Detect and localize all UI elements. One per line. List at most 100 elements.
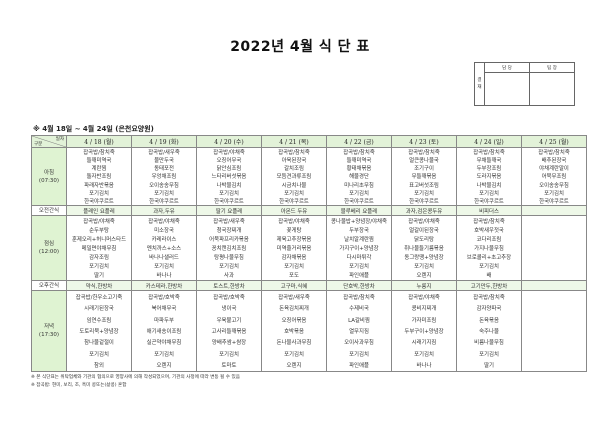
menu-item: 열무지짐 bbox=[349, 328, 369, 335]
menu-item: 두부구이+양념장 bbox=[404, 328, 444, 335]
menu-item: 포기김치 bbox=[89, 351, 109, 358]
menu-cell: 잡곡밥/호박죽 북어채무국 마파두부 애기새송이조림 실곤약야채무침 포기김치 오렌지 bbox=[131, 290, 197, 372]
meal-label: 오전간식 bbox=[31, 205, 67, 216]
meal-row: 아침 (07:30) 잡곡밥/참치죽 들깨미역국 계란찜 돌자반조림 파래자반볶음 포기김치 한… bbox=[31, 147, 587, 206]
menu-item: 콩비지찌개 bbox=[411, 306, 437, 313]
menu-item: 포기김치 bbox=[349, 351, 369, 358]
menu-item: 잡곡밥/야채죽 bbox=[408, 294, 440, 301]
menu-cell: 잡곡밥/야채죽 오징어무국 닭안심조림 느타리버섯볶음 나박물김치 포기김치 한국야쿠르트 bbox=[196, 147, 262, 206]
menu-cell: 잡곡밥/야채죽 얼갈이된장국 닭도리탕 취나물들기름볶음 동그랑땡+양념장 포기김치 오렌지 bbox=[391, 215, 457, 281]
menu-item: 냉이국 bbox=[221, 306, 237, 313]
menu-item: 한국야쿠르트 bbox=[149, 198, 179, 205]
menu-item: 날치알계란찜 bbox=[344, 236, 374, 243]
menu-item: 포기김치 bbox=[219, 351, 239, 358]
menu-list: 잡곡밥/참치죽 아욱된장국 갈치조림 모듬견과류조림 시금치나물 포기김치 한국야쿠르트 bbox=[262, 148, 326, 205]
menu-item: 오렌지 bbox=[156, 363, 172, 370]
menu-item: 미소장국 bbox=[154, 227, 174, 234]
menu-item: 미역줄거리볶음 bbox=[276, 245, 312, 252]
menu-item: 포기김치 bbox=[219, 190, 239, 197]
menu-cell: 플레인 요플레 bbox=[66, 205, 132, 216]
menu-list: 잡곡밥/새우죽 청국장찌개 어묵파프리카볶음 꽁치캔김치조림 탕평나물무침 포기김치 사과 bbox=[197, 216, 261, 280]
menu-item: 바나나 bbox=[416, 363, 432, 370]
menu-item: 포기김치 bbox=[219, 264, 239, 271]
menu-item: 참나물겉절이 bbox=[84, 340, 114, 347]
menu-item: 가지나물무침 bbox=[474, 245, 504, 252]
menu-item: 순두부탕 bbox=[89, 227, 109, 234]
menu-item: 코다리조림 bbox=[476, 236, 502, 243]
menu-item: 마파두부 bbox=[154, 317, 174, 324]
menu-cell: 잡곡밥/참치죽 수제비국 LA갈비찜 열무지짐 오이사과무침 포기김치 파인애플 bbox=[326, 290, 392, 372]
diagonal-line bbox=[32, 136, 66, 147]
menu-item: 포기김치 bbox=[284, 264, 304, 271]
menu-list: 잡곡밥/야채죽 순두부탕 훈제오리+허니머스타드 메밀면야채무침 감자조림 포기김치 딸기 bbox=[67, 216, 131, 280]
menu-item: 청국장찌개 bbox=[216, 227, 242, 234]
menu-item: 우육불고기 bbox=[216, 317, 242, 324]
menu-item: 한국야쿠르트 bbox=[84, 198, 114, 205]
menu-list: 콩나물밥+양념장/야채죽 두부장국 날치알계란찜 가지구이+양념장 다시마튀각 포기김치 파… bbox=[327, 216, 391, 280]
menu-item: 들깨미역국 bbox=[86, 158, 112, 165]
menu-cell: 고기만두,한방차 bbox=[456, 280, 522, 291]
menu-item: 해물경단 bbox=[349, 174, 369, 181]
menu-item: 무들깨볶음 bbox=[411, 174, 437, 181]
menu-item: 한국야쿠르트 bbox=[474, 198, 504, 205]
approval-sign-leader[interactable] bbox=[529, 72, 575, 106]
menu-item: 호박볶음 bbox=[284, 328, 304, 335]
snack-row: 오후간식 약식,한방차 카스테라,한방차 토스트,한방차 고구마,식혜 단호박,한방차 누룽… bbox=[31, 280, 587, 291]
menu-item: 표고버섯조림 bbox=[409, 182, 439, 189]
menu-item: 잡곡밥/야채죽 bbox=[213, 150, 245, 157]
menu-list: 잡곡밥/야채죽 꽃게탕 제육고추장볶음 미역줄거리볶음 감자채볶음 포기김치 포도 bbox=[262, 216, 326, 280]
menu-item: 양배추쌈+쌈장 bbox=[211, 340, 247, 347]
menu-cell: 잡곡밥/참치죽 아욱된장국 갈치조림 모듬견과류조림 시금치나물 포기김치 한국야쿠르트 bbox=[261, 147, 327, 206]
approval-col-manager: 담 당 bbox=[484, 62, 530, 73]
approval-label: 결 재 bbox=[474, 62, 485, 106]
menu-item: 다시마튀각 bbox=[346, 255, 372, 262]
menu-item: 얼갈이된장국 bbox=[409, 227, 439, 234]
menu-cell bbox=[521, 215, 587, 281]
menu-cell: 과자,두유 bbox=[131, 205, 197, 216]
menu-item: 잡곡밥/참치죽 bbox=[473, 294, 505, 301]
meal-name: 저녁 bbox=[43, 324, 55, 330]
menu-item: 나박물김치 bbox=[216, 182, 242, 189]
meal-name: 오후간식 bbox=[38, 282, 60, 289]
menu-item: 돈육볶음 bbox=[479, 317, 499, 324]
menu-item: 시래기지짐 bbox=[411, 340, 437, 347]
menu-item: 파래자반볶음 bbox=[84, 182, 114, 189]
menu-item: 포기김치 bbox=[349, 264, 369, 271]
menu-item: 돌자반조림 bbox=[86, 174, 112, 181]
menu-item: 포기김치 bbox=[284, 190, 304, 197]
menu-item: 어묵파프리카볶음 bbox=[209, 236, 249, 243]
meal-label: 오후간식 bbox=[31, 280, 67, 291]
menu-item: 사과 bbox=[224, 273, 234, 280]
menu-item: 돈나물사과무침 bbox=[276, 340, 312, 347]
menu-list: 잡곡밥/한우소고기죽 시래기된장국 임연수조림 도토리묵+양념장 참나물겉절이 포기김치 참… bbox=[67, 291, 131, 371]
menu-list: 잡곡밥/참치죽 호박새우젓국 코다리조림 가지나물무침 브로콜리+초고추장 포기김치 배 bbox=[457, 216, 521, 280]
menu-item: 감자양파국 bbox=[476, 306, 502, 313]
menu-item: 파인애플 bbox=[349, 273, 369, 280]
menu-item: 멘치까스+소스 bbox=[146, 245, 182, 252]
date-header-3: 4 / 21 (목) bbox=[261, 135, 327, 148]
menu-item: 어묵무조림 bbox=[541, 174, 567, 181]
menu-list: 잡곡밥/야채죽 미소장국 카레라이스 멘치까스+소스 바나나샐러드 포기김치 바나나 bbox=[132, 216, 196, 280]
menu-item: 포기김치 bbox=[349, 190, 369, 197]
approval-col-leader: 팀 장 bbox=[529, 62, 575, 73]
menu-cell: 아몬드 두유 bbox=[261, 205, 327, 216]
menu-item: 딸기 bbox=[94, 273, 104, 280]
menu-item: 한국야쿠르트 bbox=[539, 198, 569, 205]
menu-list: 잡곡밥/참치죽 감자양파국 돈육볶음 숙주나물 비름나물무침 포기김치 딸기 bbox=[457, 291, 521, 371]
menu-cell bbox=[521, 205, 587, 216]
menu-item: 잡곡밥/참치죽 bbox=[343, 294, 375, 301]
meal-row: 저녁 (17:30) 잡곡밥/한우소고기죽 시래기된장국 임연수조림 도토리묵+양념장 참나… bbox=[31, 290, 587, 372]
menu-item: 오렌지 bbox=[416, 273, 432, 280]
footnote-1: ※ 본 식단표는 위탁업체와 기관의 협의으로 영양사에 의해 작성되었으며, … bbox=[31, 375, 240, 380]
menu-item: 계란찜 bbox=[91, 166, 107, 173]
menu-item: 포기김치 bbox=[414, 190, 434, 197]
menu-item: 미나리초무침 bbox=[344, 182, 374, 189]
menu-item: 포기김치 bbox=[544, 190, 564, 197]
meal-time: (12:00) bbox=[38, 249, 60, 255]
menu-item: 잡곡밥/야채죽 bbox=[83, 218, 115, 225]
menu-item: 잡곡밥/야채죽 bbox=[408, 218, 440, 225]
menu-item: 나박물김치 bbox=[476, 182, 502, 189]
menu-item: 실곤약야채무침 bbox=[146, 340, 182, 347]
menu-item: 카레라이스 bbox=[151, 236, 177, 243]
approval-sign-manager[interactable] bbox=[484, 72, 530, 106]
